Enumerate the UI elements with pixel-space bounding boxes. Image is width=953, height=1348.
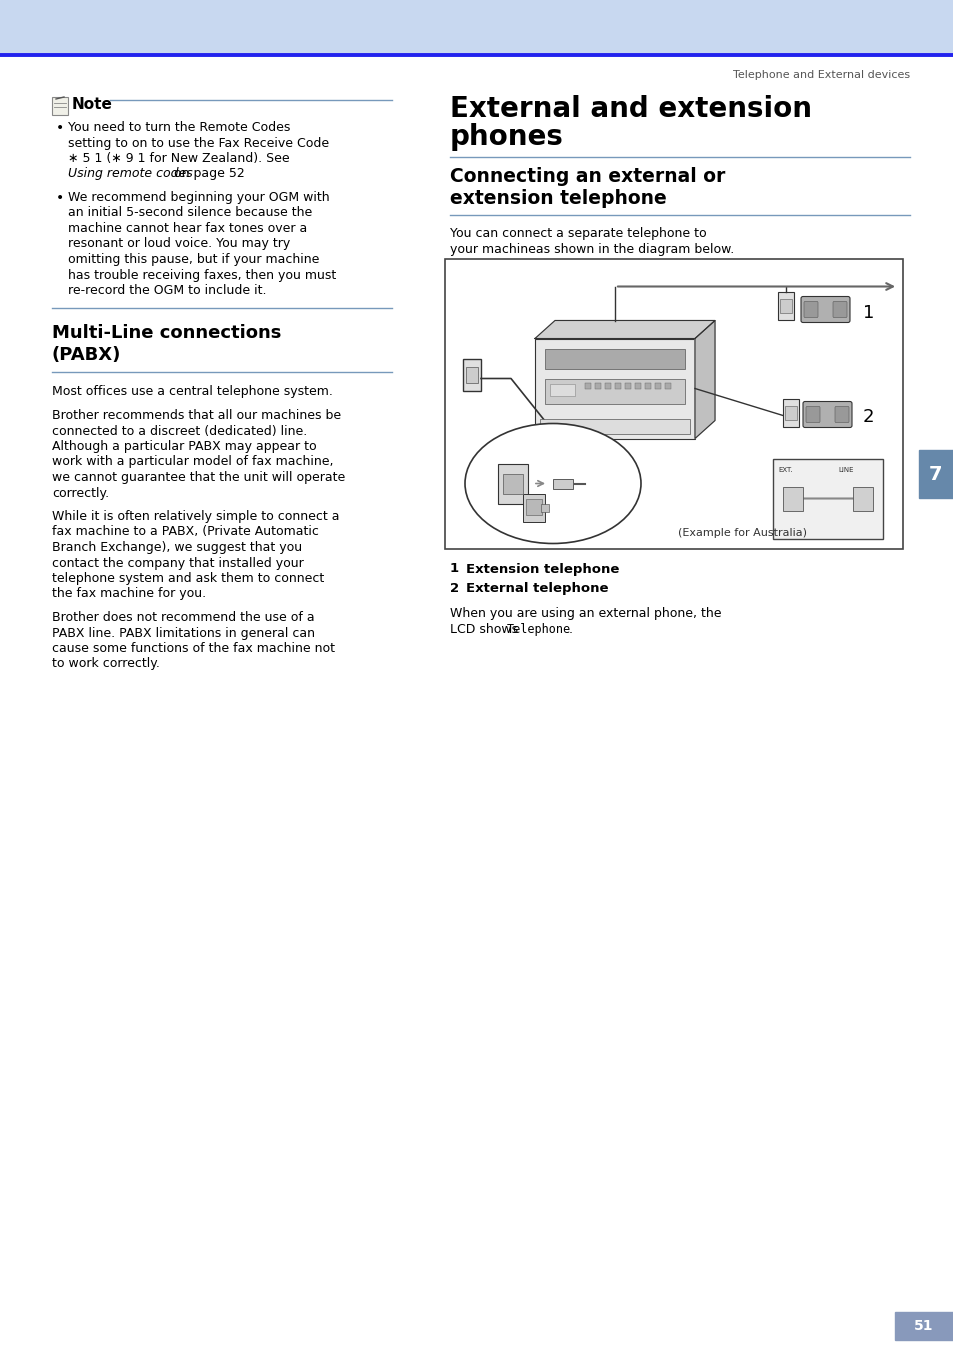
Bar (539, 418, 689, 434)
Text: resonant or loud voice. You may try: resonant or loud voice. You may try (68, 237, 290, 251)
Text: LINE: LINE (837, 466, 853, 473)
Bar (780, 298, 791, 313)
Text: connected to a discreet (dedicated) line.: connected to a discreet (dedicated) line… (52, 425, 307, 438)
Bar (624, 383, 630, 388)
Bar (444, 259, 902, 549)
Text: we cannot guarantee that the unit will operate: we cannot guarantee that the unit will o… (52, 470, 345, 484)
Text: EXT.: EXT. (778, 466, 792, 473)
Text: Brother does not recommend the use of a: Brother does not recommend the use of a (52, 611, 314, 624)
Text: fax machine to a PABX, (Private Automatic: fax machine to a PABX, (Private Automati… (52, 526, 318, 538)
Bar (604, 383, 610, 388)
Bar (462, 359, 480, 391)
Bar (52, 97, 68, 115)
FancyBboxPatch shape (801, 297, 849, 322)
Text: Branch Exchange), we suggest that you: Branch Exchange), we suggest that you (52, 541, 302, 554)
Text: 2: 2 (450, 582, 458, 594)
Polygon shape (695, 321, 714, 438)
Bar (0, 0, 953, 55)
Text: 1: 1 (862, 303, 874, 322)
Text: .: . (568, 623, 573, 636)
Bar (772, 458, 882, 538)
Text: External and extension: External and extension (450, 94, 811, 123)
Bar (544, 379, 684, 403)
Text: telephone system and ask them to connect: telephone system and ask them to connect (52, 572, 324, 585)
Bar (544, 349, 684, 368)
Text: We recommend beginning your OGM with: We recommend beginning your OGM with (68, 191, 330, 204)
Text: an initial 5-second silence because the: an initial 5-second silence because the (68, 206, 312, 220)
Text: on page 52: on page 52 (170, 167, 245, 181)
Text: work with a particular model of fax machine,: work with a particular model of fax mach… (52, 456, 334, 469)
Text: Telephone and External devices: Telephone and External devices (732, 70, 909, 80)
FancyBboxPatch shape (803, 302, 817, 318)
Text: contact the company that installed your: contact the company that installed your (52, 557, 303, 569)
FancyBboxPatch shape (802, 402, 851, 427)
Bar (525, 499, 541, 515)
Text: •: • (56, 191, 64, 205)
Bar (784, 406, 796, 419)
Text: has trouble receiving faxes, then you must: has trouble receiving faxes, then you mu… (68, 268, 335, 282)
Text: Although a particular PABX may appear to: Although a particular PABX may appear to (52, 439, 316, 453)
Bar (550, 383, 575, 395)
Text: extension telephone: extension telephone (450, 189, 666, 208)
Text: •: • (56, 121, 64, 135)
Bar (664, 383, 670, 388)
Text: Telephone: Telephone (506, 623, 571, 636)
Bar (894, 1312, 953, 1340)
Bar (535, 338, 695, 438)
Text: ∗ 5 1 (∗ 9 1 for New Zealand). See: ∗ 5 1 (∗ 9 1 for New Zealand). See (68, 152, 290, 164)
Text: Multi-Line connections: Multi-Line connections (52, 324, 281, 341)
FancyBboxPatch shape (832, 302, 846, 318)
Text: Connecting an external or: Connecting an external or (450, 167, 724, 186)
Text: Note: Note (71, 97, 112, 112)
Text: 7: 7 (928, 465, 942, 484)
Bar (540, 504, 548, 511)
Text: You can connect a separate telephone to: You can connect a separate telephone to (450, 226, 706, 240)
Text: cause some functions of the fax machine not: cause some functions of the fax machine … (52, 642, 335, 655)
Bar (644, 383, 650, 388)
Bar (502, 473, 522, 493)
FancyBboxPatch shape (834, 407, 848, 422)
Text: You need to turn the Remote Codes: You need to turn the Remote Codes (68, 121, 290, 133)
Text: Extension telephone: Extension telephone (465, 562, 618, 576)
Text: Using remote codes: Using remote codes (68, 167, 193, 181)
Text: correctly.: correctly. (52, 487, 109, 500)
Text: When you are using an external phone, the: When you are using an external phone, th… (450, 608, 720, 620)
Bar (635, 383, 640, 388)
Bar (918, 450, 953, 497)
Bar (655, 383, 660, 388)
FancyBboxPatch shape (805, 407, 820, 422)
Text: 51: 51 (913, 1318, 933, 1333)
Text: omitting this pause, but if your machine: omitting this pause, but if your machine (68, 253, 319, 266)
Ellipse shape (464, 423, 640, 543)
Bar (615, 383, 620, 388)
Text: Most offices use a central telephone system.: Most offices use a central telephone sys… (52, 386, 333, 399)
Text: setting to on to use the Fax Receive Code: setting to on to use the Fax Receive Cod… (68, 136, 329, 150)
Bar (465, 367, 477, 383)
Bar (522, 493, 544, 522)
Text: re-record the OGM to include it.: re-record the OGM to include it. (68, 284, 266, 297)
Text: your machineas shown in the diagram below.: your machineas shown in the diagram belo… (450, 243, 734, 256)
Text: PABX line. PABX limitations in general can: PABX line. PABX limitations in general c… (52, 627, 314, 639)
Text: to work correctly.: to work correctly. (52, 658, 160, 670)
Text: machine cannot hear fax tones over a: machine cannot hear fax tones over a (68, 222, 307, 235)
Text: External telephone: External telephone (465, 582, 608, 594)
Text: LCD shows: LCD shows (450, 623, 521, 636)
Bar (782, 399, 799, 426)
Text: the fax machine for you.: the fax machine for you. (52, 588, 206, 600)
Text: While it is often relatively simple to connect a: While it is often relatively simple to c… (52, 510, 339, 523)
Bar (852, 487, 872, 511)
Polygon shape (535, 321, 714, 338)
Bar (778, 291, 793, 319)
Bar (595, 383, 600, 388)
Text: 2: 2 (862, 408, 874, 426)
Bar (782, 487, 802, 511)
Bar (497, 464, 527, 504)
Text: phones: phones (450, 123, 563, 151)
Text: 1: 1 (450, 562, 458, 576)
Text: (PABX): (PABX) (52, 345, 121, 364)
Text: (Example for Australia): (Example for Australia) (678, 528, 806, 538)
Text: Brother recommends that all our machines be: Brother recommends that all our machines… (52, 408, 341, 422)
Bar (584, 383, 590, 388)
Bar (553, 479, 573, 488)
